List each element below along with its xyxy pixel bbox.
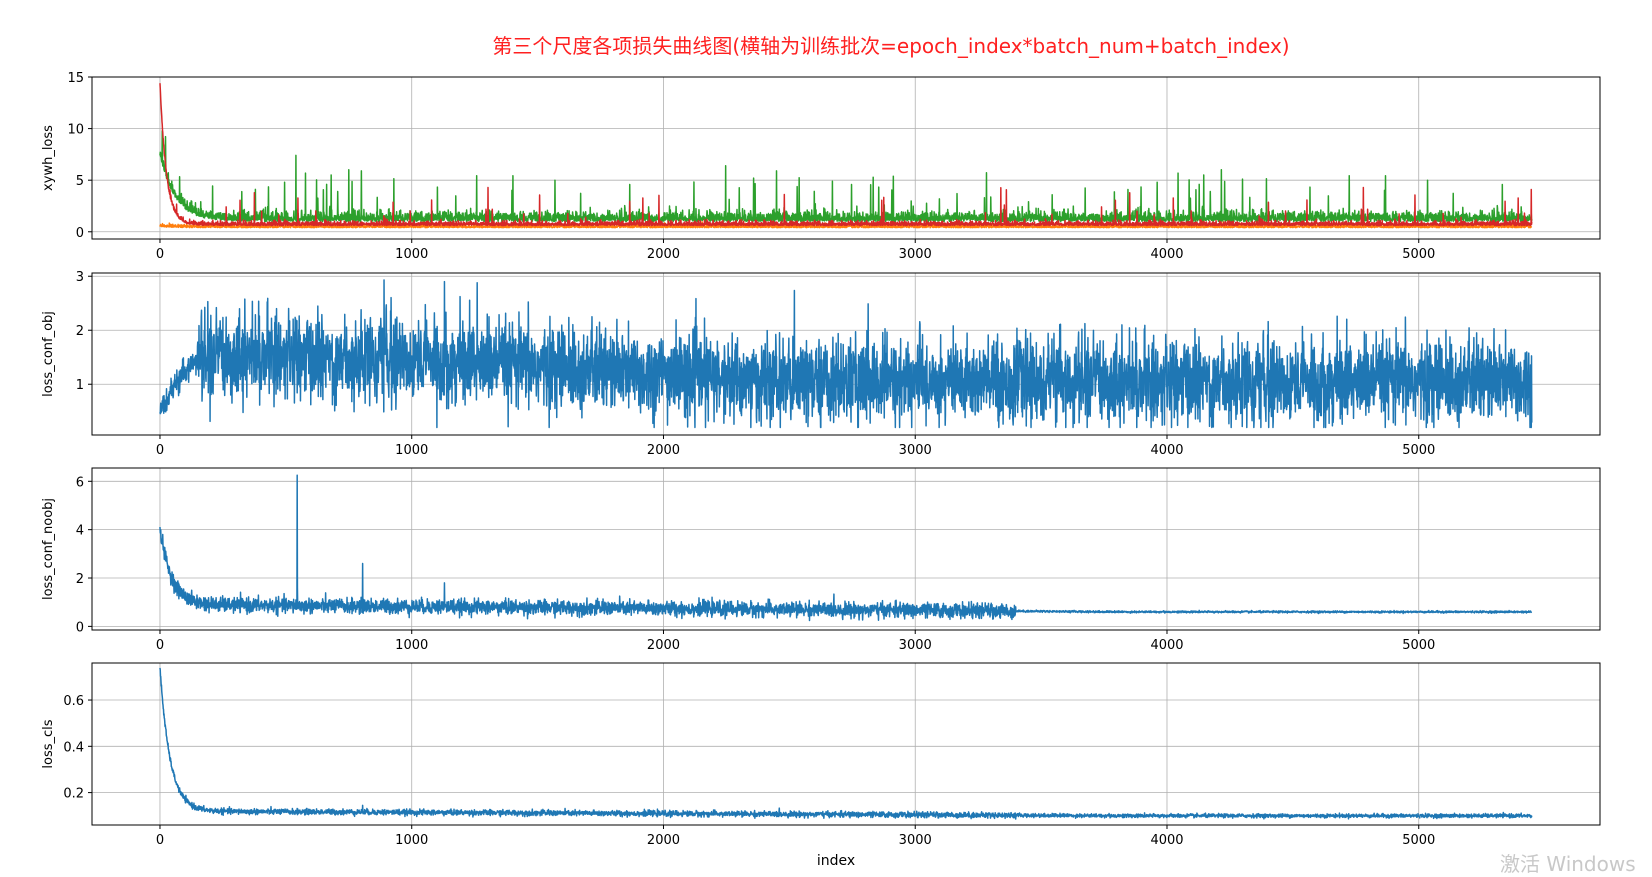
x-tick-label: 1000 — [395, 638, 428, 653]
axes-frame — [91, 467, 1601, 631]
x-tick-label: 2000 — [647, 247, 680, 262]
x-tick-label: 3000 — [899, 833, 932, 848]
x-tick-label: 1000 — [395, 833, 428, 848]
x-tick-label: 0 — [156, 833, 164, 848]
x-tick-label: 0 — [156, 638, 164, 653]
x-tick-label: 3000 — [899, 247, 932, 262]
subplot-4: 0 1000 2000 3000 4000 5000 0.2 0.4 0.6 loss_clsin… — [41, 662, 1601, 869]
y-axis-label: loss_conf_obj — [41, 311, 56, 397]
y-axis-label: loss_cls — [41, 719, 56, 768]
series-line-3 — [159, 83, 1533, 227]
x-tick-label: 0 — [156, 247, 164, 262]
y-tick-label: 3 — [76, 270, 84, 285]
x-tick-label: 4000 — [1150, 638, 1183, 653]
y-tick-label: 2 — [76, 572, 84, 587]
x-tick-label: 4000 — [1150, 247, 1183, 262]
figure-title: 第三个尺度各项损失曲线图(横轴为训练批次=epoch_index*batch_n… — [492, 34, 1290, 58]
x-tick-label: 0 — [156, 443, 164, 458]
x-tick-label: 1000 — [395, 443, 428, 458]
x-tick-label: 5000 — [1402, 833, 1435, 848]
y-tick-label: 10 — [67, 123, 84, 138]
y-axis-label: xywh_loss — [41, 125, 56, 191]
x-tick-label: 3000 — [899, 443, 932, 458]
x-tick-label: 2000 — [647, 443, 680, 458]
y-axis-label: loss_conf_noobj — [41, 498, 56, 600]
y-tick-label: 6 — [76, 475, 84, 490]
y-tick-label: 4 — [76, 524, 84, 539]
axes-frame — [91, 76, 1601, 240]
x-tick-label: 3000 — [899, 638, 932, 653]
y-tick-label: 0.6 — [63, 694, 84, 709]
x-tick-label: 5000 — [1402, 247, 1435, 262]
subplot-3: 0 1000 2000 3000 4000 5000 0 2 4 6 loss_conf_noobj — [41, 467, 1601, 653]
subplot-2: 0 1000 2000 3000 4000 5000 1 2 3 loss_conf_obj — [41, 270, 1601, 458]
axes-frame — [91, 662, 1601, 826]
x-tick-label: 5000 — [1402, 443, 1435, 458]
series-line-1 — [159, 279, 1533, 429]
x-tick-label: 2000 — [647, 833, 680, 848]
y-tick-label: 2 — [76, 324, 84, 339]
y-tick-label: 5 — [76, 174, 84, 189]
y-tick-label: 15 — [67, 71, 84, 86]
x-tick-label: 2000 — [647, 638, 680, 653]
series-line-1 — [159, 474, 1533, 622]
y-tick-label: 1 — [76, 378, 84, 393]
y-tick-label: 0 — [76, 226, 84, 241]
y-tick-label: 0 — [76, 620, 84, 635]
series-line-1 — [159, 667, 1533, 820]
x-axis-label: index — [817, 853, 855, 865]
x-tick-label: 4000 — [1150, 833, 1183, 848]
series-line-2 — [159, 130, 1533, 223]
subplot-1: 0 1000 2000 3000 4000 5000 0 5 10 15 xywh_loss — [41, 71, 1601, 262]
x-tick-label: 1000 — [395, 247, 428, 262]
x-tick-label: 4000 — [1150, 443, 1183, 458]
x-tick-label: 5000 — [1402, 638, 1435, 653]
y-tick-label: 0.4 — [63, 740, 84, 755]
axes-frame — [91, 272, 1601, 436]
y-tick-label: 0.2 — [63, 787, 84, 802]
windows-activation-watermark: 激活 Windows — [1500, 852, 1636, 876]
